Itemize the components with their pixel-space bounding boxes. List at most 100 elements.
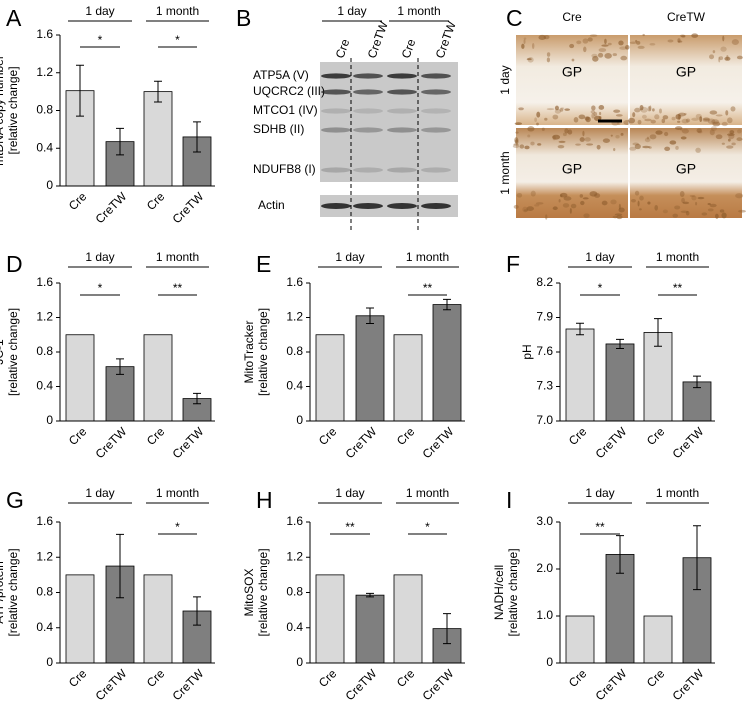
panel-letter: F: [506, 251, 520, 277]
tissue-texture: [513, 143, 519, 146]
tissue-texture: [719, 209, 725, 213]
tissue-texture: [731, 39, 739, 45]
band: [387, 127, 417, 133]
tissue-texture: [607, 42, 612, 46]
tissue-texture: [612, 215, 618, 219]
band: [387, 203, 417, 209]
panel-letter: C: [506, 5, 523, 31]
band: [421, 167, 451, 173]
tissue-texture: [675, 113, 682, 120]
y-tick-label: 0.8: [36, 344, 53, 358]
tissue-texture: [582, 197, 589, 200]
y-tick-label: 1.2: [286, 549, 303, 563]
error-bar: [366, 307, 374, 325]
tissue-texture: [709, 129, 715, 136]
y-tick-label: 1.2: [36, 65, 53, 79]
y-tick-label: 0: [296, 655, 303, 669]
tissue-texture: [725, 110, 729, 116]
tissue-texture: [634, 190, 640, 196]
x-tick-label: Cre: [66, 189, 90, 213]
group-label: 1 day: [335, 486, 364, 500]
tissue-texture: [661, 118, 666, 124]
panel-letter: I: [506, 487, 512, 513]
tissue-texture: [571, 58, 575, 62]
tissue-texture: [620, 55, 628, 61]
group-label: 1 month: [156, 250, 199, 264]
tissue-texture: [641, 114, 647, 119]
tissue-texture: [544, 117, 548, 121]
x-tick-label: CreTW: [593, 424, 630, 461]
y-tick-label: 1.6: [36, 514, 53, 528]
tissue-texture: [681, 197, 685, 203]
tissue-texture: [619, 46, 628, 50]
tissue-texture: [598, 115, 602, 120]
tissue-texture: [531, 42, 535, 49]
tissue-texture: [613, 109, 621, 113]
y-axis-label: pH: [520, 344, 534, 359]
x-tick-label: CreTW: [170, 189, 207, 226]
tissue-texture: [648, 146, 652, 149]
bar: [605, 343, 635, 422]
tissue-texture: [646, 136, 650, 140]
bar-chart: E MitoTracker [relative change] 0 0.4 0.8 1.2 1…: [242, 250, 465, 461]
blot-membrane: [320, 62, 458, 182]
tissue-texture: [685, 118, 691, 123]
group-label: 1 day: [85, 250, 114, 264]
tissue-texture: [649, 134, 657, 140]
lane-label: Cre: [399, 37, 419, 60]
y-tick-label: 0.4: [286, 620, 303, 634]
micrograph: [516, 35, 628, 125]
tissue-texture: [592, 55, 599, 62]
tissue-texture: [644, 118, 652, 122]
x-tick-label: CreTW: [593, 666, 630, 703]
group-label: 1 month: [406, 250, 449, 264]
significance-label: *: [425, 520, 430, 534]
tissue-texture: [639, 208, 642, 211]
tissue-texture: [671, 116, 676, 121]
tissue-texture: [596, 144, 601, 150]
tissue-texture: [618, 207, 625, 213]
group-label: 1 month: [406, 486, 449, 500]
y-tick-label: 7.0: [536, 413, 553, 427]
tissue-texture: [729, 130, 735, 135]
error-bar: [154, 80, 162, 103]
tissue-texture: [604, 53, 612, 59]
tissue-texture: [589, 34, 598, 37]
tissue-texture: [702, 119, 710, 122]
tissue-texture: [669, 140, 677, 145]
tissue-texture: [598, 48, 607, 53]
tissue-texture: [680, 136, 687, 140]
tissue-texture: [695, 147, 701, 153]
x-tick-label: Cre: [144, 189, 168, 213]
band: [387, 73, 417, 79]
tissue-texture: [630, 199, 636, 203]
tissue-texture: [721, 121, 728, 127]
tissue-texture: [591, 113, 595, 119]
tissue-texture: [699, 116, 703, 123]
band: [321, 73, 351, 79]
bar-chart: I NADH/cell [relative change] 0 1.0 2.0 3.0 Cre…: [492, 486, 715, 703]
tissue-texture: [684, 112, 687, 116]
group-label: 1 month: [156, 4, 199, 18]
x-tick-label: CreTW: [343, 666, 380, 703]
tissue-texture: [721, 142, 725, 145]
tissue-texture: [637, 119, 642, 125]
tissue-texture: [724, 56, 731, 61]
significance-label: *: [98, 281, 103, 295]
error-bar: [116, 127, 124, 156]
tissue-texture: [519, 144, 525, 149]
y-axis-label: [relative change]: [506, 548, 520, 636]
tissue-texture: [534, 117, 537, 122]
tissue-texture: [514, 137, 519, 144]
tissue-texture: [678, 112, 686, 117]
tissue-texture: [618, 40, 624, 46]
tissue-texture: [527, 126, 535, 132]
tissue-texture: [586, 143, 594, 146]
y-tick-label: 0.4: [36, 620, 53, 634]
tissue-texture: [655, 130, 663, 135]
band: [421, 127, 451, 133]
lane-label: CreTW: [365, 19, 391, 60]
panel-letter: E: [256, 251, 271, 277]
